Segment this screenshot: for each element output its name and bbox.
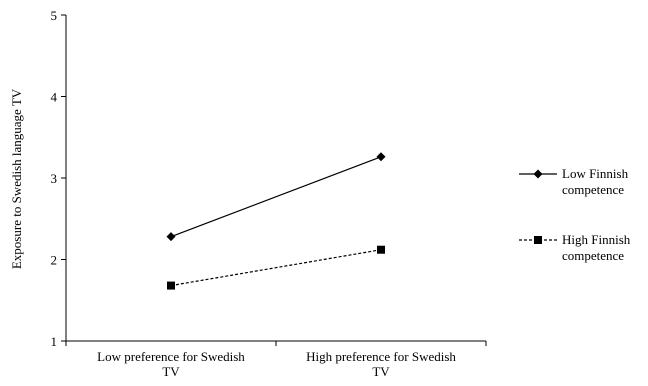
legend-label-2: High Finnish competence [562,232,631,263]
x-category-label-line: TV [162,364,180,379]
series-2-point [377,245,385,254]
y-tick-label: 2 [51,253,58,268]
x-category-label-line: Low preference for Swedish [97,349,245,364]
legend-label-line: competence [562,182,624,197]
y-tick-label: 1 [51,334,58,349]
y-ticks: 1 2 3 4 5 [51,8,66,349]
x-category-label: Low preference for Swedish TV [97,349,245,379]
y-axis-title: Exposure to Swedish language TV [9,88,24,269]
legend-label-line: Low Finnish [562,166,629,181]
series-1-point [166,232,176,242]
legend-marker-2 [534,236,542,244]
series-1-point [376,152,386,162]
series-line-1 [170,156,382,238]
legend-marker-1 [533,169,543,179]
series-2-point [167,281,175,290]
x-category-label-line: High preference for Swedish [306,349,456,364]
x-category-label-line: TV [372,364,390,379]
x-category-label: High preference for Swedish TV [306,349,456,379]
series-line-2 [170,249,382,287]
y-tick-label: 4 [51,90,58,105]
y-tick-label: 3 [51,171,58,186]
legend-label-1: Low Finnish competence [562,166,629,197]
legend-label-line: competence [562,248,624,263]
series-layer [166,152,386,290]
axes [65,15,486,342]
legend-label-line: High Finnish [562,232,631,247]
y-tick-label: 5 [51,8,58,23]
